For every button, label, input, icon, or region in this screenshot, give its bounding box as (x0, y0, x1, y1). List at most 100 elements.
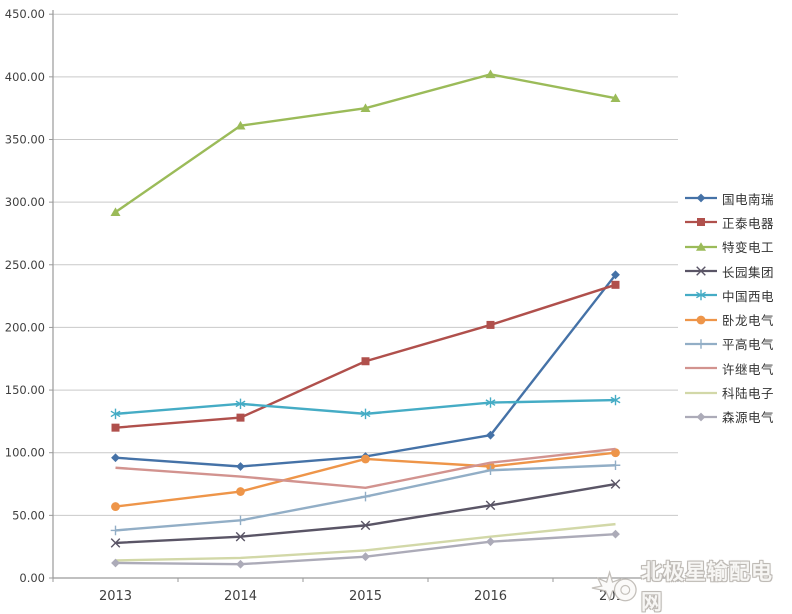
y-axis-tick-label: 150.00 (5, 383, 45, 397)
legend-item: 卧龙电气 (684, 307, 792, 331)
series-line (114, 73, 616, 214)
square-marker (361, 357, 370, 366)
legend-label: 正泰电器 (722, 215, 775, 231)
plus-marker (485, 465, 496, 476)
y-axis-tick-label: 200.00 (5, 320, 45, 334)
diamond-marker (696, 193, 706, 203)
y-axis-tick-label: 400.00 (5, 70, 45, 84)
x-axis-tick-label: 2016 (474, 589, 507, 604)
legend-marker-asterisk-icon (685, 290, 717, 301)
diamond-marker (236, 559, 245, 569)
legend-marker-triangle-icon (685, 241, 717, 251)
legend-item: 长园集团 (684, 259, 792, 283)
series-森源电气 (111, 529, 620, 569)
diamond-marker (236, 462, 245, 471)
diamond-marker (111, 453, 120, 463)
square-marker (111, 423, 120, 432)
circle-marker (611, 448, 620, 458)
asterisk-marker (360, 408, 371, 420)
series-卧龙电气 (111, 448, 620, 511)
triangle-marker (235, 120, 246, 130)
x-marker (485, 500, 496, 511)
square-marker (236, 413, 245, 422)
legend-marker-diamond-icon (685, 193, 717, 203)
x-marker (235, 531, 246, 542)
asterisk-marker (696, 290, 706, 301)
square-marker (697, 218, 705, 227)
y-axis-tick-label: 0.00 (19, 571, 45, 585)
legend-item: 科陆电子 (684, 380, 792, 404)
triangle-marker (696, 241, 706, 251)
legend-item: 正泰电器 (684, 210, 792, 234)
legend-marker-plus-icon (685, 339, 717, 349)
legend-label: 长园集团 (722, 264, 775, 280)
legend-label: 许继电气 (722, 361, 775, 377)
plus-marker (235, 515, 246, 526)
diamond-marker (111, 558, 120, 568)
y-axis-tick-label: 450.00 (5, 7, 45, 21)
y-axis-tick-label: 300.00 (5, 195, 45, 209)
y-axis-tick-label: 100.00 (5, 446, 45, 460)
series-line (115, 283, 616, 429)
x-axis-tick-label: 2017 (599, 589, 632, 604)
legend-marker-x-icon (685, 266, 717, 276)
legend-marker-square-icon (685, 218, 717, 227)
legend-label: 平高电气 (722, 337, 775, 353)
plus-marker (610, 460, 621, 471)
asterisk-marker (485, 397, 496, 408)
legend-label: 科陆电子 (722, 386, 775, 402)
y-axis-tick-label: 350.00 (5, 132, 45, 146)
legend-marker-diamond-icon (685, 412, 717, 422)
triangle-marker (610, 93, 621, 102)
x-axis-tick-label: 2015 (349, 589, 382, 604)
series-长园集团 (110, 479, 621, 548)
series-正泰电器 (111, 280, 620, 432)
asterisk-marker (610, 394, 621, 406)
square-marker (611, 280, 620, 289)
series-科陆电子 (115, 522, 616, 562)
legend: 国电南瑞正泰电器特变电工长园集团中国西电卧龙电气平高电气许继电气科陆电子森源电气 (684, 186, 792, 429)
x-marker (696, 266, 706, 276)
triangle-marker (110, 207, 121, 216)
series-许继电气 (115, 447, 616, 490)
legend-item: 平高电气 (684, 332, 792, 356)
plus-marker (360, 491, 371, 502)
x-marker (610, 479, 621, 489)
diamond-marker (361, 552, 370, 562)
square-marker (486, 320, 495, 329)
legend-marker-none-icon (685, 367, 717, 370)
y-axis-tick-label: 250.00 (5, 258, 45, 272)
asterisk-marker (235, 398, 246, 410)
series-line (115, 522, 616, 562)
legend-label: 中国西电 (722, 288, 775, 304)
series-特变电工 (110, 69, 621, 216)
legend-item: 许继电气 (684, 356, 792, 380)
series-line (115, 447, 616, 490)
diamond-marker (486, 537, 495, 547)
series-国电南瑞 (111, 270, 620, 471)
circle-marker (696, 315, 706, 325)
x-marker (110, 538, 121, 548)
x-axis-tick-label: 2013 (99, 589, 132, 604)
plus-marker (110, 525, 121, 536)
legend-item: 特变电工 (684, 235, 792, 259)
circle-marker (111, 502, 120, 511)
diamond-marker (696, 412, 706, 422)
legend-item: 森源电气 (684, 405, 792, 429)
circle-marker (236, 487, 245, 496)
series-中国西电 (110, 394, 621, 420)
circle-marker (361, 454, 370, 464)
triangle-marker (485, 69, 496, 79)
legend-label: 特变电工 (722, 240, 775, 256)
asterisk-marker (110, 408, 121, 420)
legend-label: 卧龙电气 (722, 313, 775, 329)
legend-item: 国电南瑞 (684, 186, 792, 210)
legend-label: 国电南瑞 (722, 191, 775, 207)
legend-label: 森源电气 (722, 410, 775, 426)
x-marker (360, 520, 371, 531)
plus-marker (696, 339, 706, 349)
series-平高电气 (110, 460, 621, 536)
legend-marker-circle-icon (685, 315, 717, 325)
